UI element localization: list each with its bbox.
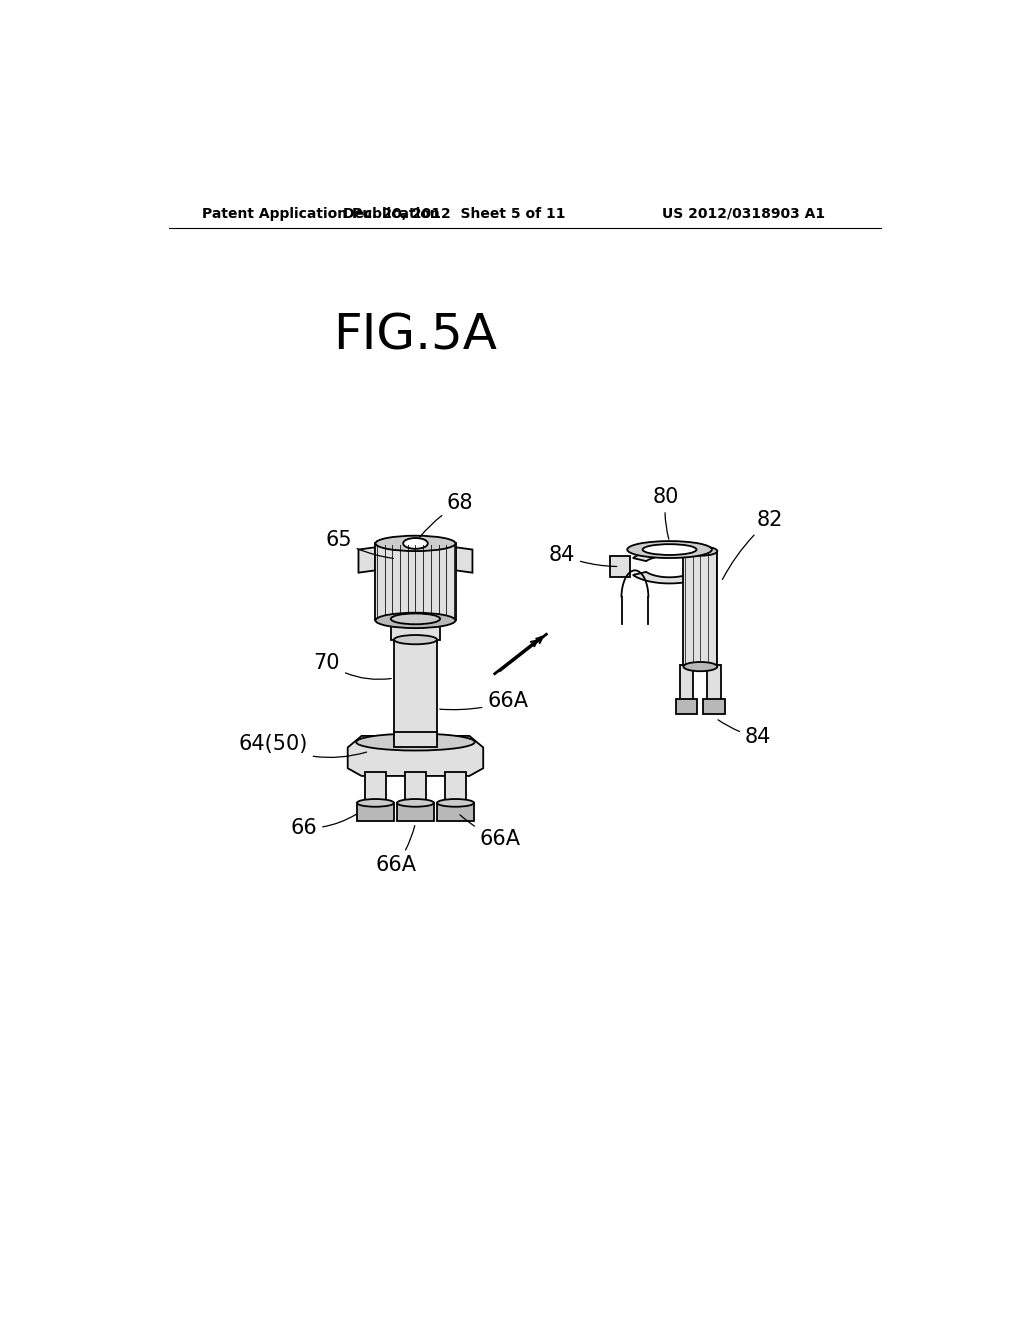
Bar xyxy=(683,552,717,667)
Bar xyxy=(376,544,456,620)
Text: 80: 80 xyxy=(652,487,679,539)
Polygon shape xyxy=(633,549,712,583)
Ellipse shape xyxy=(376,536,456,552)
Ellipse shape xyxy=(683,663,717,671)
Text: Dec. 20, 2012  Sheet 5 of 11: Dec. 20, 2012 Sheet 5 of 11 xyxy=(343,207,565,220)
Text: 68: 68 xyxy=(420,494,473,537)
Polygon shape xyxy=(348,737,483,776)
Ellipse shape xyxy=(391,614,440,624)
Polygon shape xyxy=(456,548,472,573)
Text: FIG.5A: FIG.5A xyxy=(334,312,498,359)
Bar xyxy=(444,772,466,807)
Ellipse shape xyxy=(437,799,474,807)
Text: 66A: 66A xyxy=(376,825,417,875)
Text: 84: 84 xyxy=(718,719,771,747)
Polygon shape xyxy=(703,700,725,714)
Polygon shape xyxy=(397,803,434,821)
Bar xyxy=(394,640,437,739)
Text: 82: 82 xyxy=(722,511,782,579)
Bar xyxy=(404,772,426,807)
Bar xyxy=(394,733,437,747)
Ellipse shape xyxy=(643,544,696,554)
Text: 70: 70 xyxy=(313,653,391,680)
Polygon shape xyxy=(676,700,697,714)
Text: 66A: 66A xyxy=(439,692,528,711)
Bar xyxy=(680,665,693,702)
Bar xyxy=(708,665,721,702)
Polygon shape xyxy=(357,803,394,821)
Bar xyxy=(391,619,440,640)
Bar xyxy=(610,556,631,577)
Ellipse shape xyxy=(394,635,437,644)
Ellipse shape xyxy=(628,541,712,558)
Text: US 2012/0318903 A1: US 2012/0318903 A1 xyxy=(662,207,825,220)
Polygon shape xyxy=(437,803,474,821)
Text: 84: 84 xyxy=(549,545,616,566)
Text: 65: 65 xyxy=(326,529,393,558)
Text: 66: 66 xyxy=(291,814,356,838)
Bar xyxy=(365,772,386,807)
Ellipse shape xyxy=(357,799,394,807)
Ellipse shape xyxy=(403,539,428,549)
Ellipse shape xyxy=(397,799,434,807)
Text: 64(50): 64(50) xyxy=(239,734,367,758)
Text: 66A: 66A xyxy=(460,814,520,849)
Ellipse shape xyxy=(376,612,456,628)
Ellipse shape xyxy=(683,546,717,556)
Ellipse shape xyxy=(356,734,475,751)
Polygon shape xyxy=(358,548,376,573)
Text: Patent Application Publication: Patent Application Publication xyxy=(202,207,440,220)
